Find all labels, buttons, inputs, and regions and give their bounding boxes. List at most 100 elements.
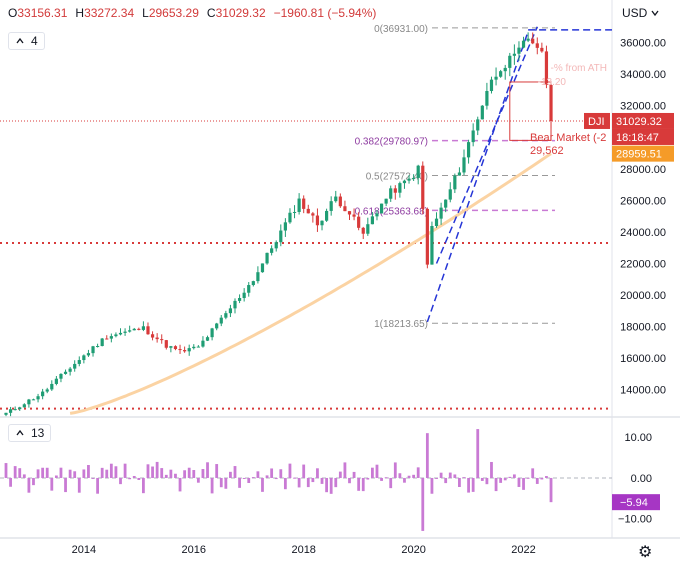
candle-body[interactable]	[270, 248, 274, 253]
osc-bar[interactable]	[343, 462, 347, 478]
osc-bar[interactable]	[160, 468, 164, 478]
osc-bar[interactable]	[421, 477, 425, 531]
osc-bar[interactable]	[238, 477, 241, 488]
osc-bar[interactable]	[283, 477, 287, 490]
candle-body[interactable]	[260, 263, 265, 273]
osc-bar[interactable]	[535, 477, 539, 484]
candle-body[interactable]	[444, 199, 448, 208]
osc-bar[interactable]	[87, 465, 90, 478]
osc-bar[interactable]	[439, 472, 443, 478]
osc-bar[interactable]	[164, 474, 168, 478]
candle-body[interactable]	[471, 130, 475, 143]
osc-bar[interactable]	[384, 477, 388, 479]
candle-body[interactable]	[347, 211, 352, 215]
osc-bar[interactable]	[27, 477, 31, 493]
osc-bar[interactable]	[416, 467, 420, 478]
candle-body[interactable]	[544, 51, 549, 85]
osc-bar[interactable]	[13, 466, 17, 478]
osc-bar[interactable]	[375, 464, 379, 478]
osc-bar[interactable]	[192, 470, 196, 478]
oscillator-legend[interactable]: 13	[8, 424, 52, 442]
osc-bar[interactable]	[274, 477, 278, 480]
candle-body[interactable]	[251, 281, 255, 286]
osc-bar[interactable]	[338, 471, 342, 478]
candle-body[interactable]	[27, 399, 31, 405]
osc-bar[interactable]	[91, 477, 95, 479]
candle-body[interactable]	[503, 67, 507, 72]
osc-bar[interactable]	[494, 477, 498, 492]
osc-bar[interactable]	[32, 477, 35, 486]
osc-bar[interactable]	[155, 461, 159, 478]
candle-body[interactable]	[370, 216, 374, 225]
osc-bar[interactable]	[178, 477, 182, 492]
osc-bar[interactable]	[22, 474, 26, 478]
candle-body[interactable]	[59, 373, 63, 379]
candle-body[interactable]	[292, 211, 297, 213]
candle-body[interactable]	[384, 198, 388, 204]
candle-body[interactable]	[315, 215, 320, 226]
osc-bar[interactable]	[444, 477, 448, 484]
osc-bar[interactable]	[229, 471, 232, 478]
osc-bar[interactable]	[183, 470, 187, 478]
candle-body[interactable]	[77, 360, 81, 364]
candle-body[interactable]	[320, 220, 324, 226]
candle-body[interactable]	[375, 213, 379, 217]
osc-bar[interactable]	[485, 477, 489, 485]
osc-bar[interactable]	[64, 477, 67, 493]
candle-body[interactable]	[160, 339, 164, 341]
candle-body[interactable]	[132, 328, 136, 331]
osc-bar[interactable]	[137, 477, 141, 480]
osc-bar[interactable]	[82, 469, 86, 478]
candle-body[interactable]	[187, 348, 191, 352]
candle-body[interactable]	[535, 43, 539, 48]
candle-body[interactable]	[31, 399, 36, 401]
candle-body[interactable]	[334, 196, 338, 202]
candle-body[interactable]	[343, 206, 347, 212]
osc-bar[interactable]	[522, 477, 525, 490]
osc-bar[interactable]	[119, 477, 122, 485]
osc-bar[interactable]	[371, 467, 374, 478]
osc-bar[interactable]	[526, 477, 530, 479]
candle-body[interactable]	[237, 298, 242, 301]
osc-bar[interactable]	[398, 473, 402, 478]
osc-bar[interactable]	[293, 477, 296, 479]
candle-body[interactable]	[233, 300, 237, 309]
candle-body[interactable]	[512, 53, 516, 56]
candle-body[interactable]	[173, 346, 178, 350]
candle-body[interactable]	[494, 76, 498, 80]
osc-bar[interactable]	[128, 477, 132, 480]
candle-body[interactable]	[86, 353, 91, 356]
settings-gear-icon[interactable]: ⚙	[638, 544, 653, 561]
osc-bar[interactable]	[435, 477, 438, 479]
candle-body[interactable]	[379, 203, 384, 214]
candle-body[interactable]	[50, 383, 54, 390]
candle-body[interactable]	[228, 308, 233, 314]
candle-body[interactable]	[434, 218, 439, 227]
osc-bar[interactable]	[114, 466, 118, 478]
osc-bar[interactable]	[490, 461, 493, 478]
candle-body[interactable]	[352, 214, 356, 217]
osc-bar[interactable]	[96, 477, 99, 494]
candle-body[interactable]	[476, 119, 480, 131]
osc-bar[interactable]	[412, 474, 416, 478]
osc-bar[interactable]	[174, 473, 177, 478]
candle-body[interactable]	[311, 213, 315, 216]
osc-bar[interactable]	[430, 477, 434, 494]
osc-bar[interactable]	[270, 468, 274, 478]
candle-body[interactable]	[201, 340, 205, 347]
candle-body[interactable]	[398, 183, 402, 193]
osc-bar[interactable]	[403, 477, 406, 483]
osc-bar[interactable]	[361, 477, 365, 492]
candle-body[interactable]	[13, 409, 17, 411]
osc-bar[interactable]	[348, 477, 351, 484]
osc-bar[interactable]	[100, 467, 104, 478]
osc-bar[interactable]	[279, 469, 283, 478]
candle-body[interactable]	[82, 355, 86, 361]
candle-body[interactable]	[531, 38, 535, 44]
osc-bar[interactable]	[297, 477, 301, 488]
candle-body[interactable]	[91, 346, 95, 354]
candle-body[interactable]	[123, 331, 127, 333]
osc-bar[interactable]	[499, 477, 503, 483]
osc-bar[interactable]	[45, 467, 49, 478]
osc-bar[interactable]	[448, 472, 452, 478]
